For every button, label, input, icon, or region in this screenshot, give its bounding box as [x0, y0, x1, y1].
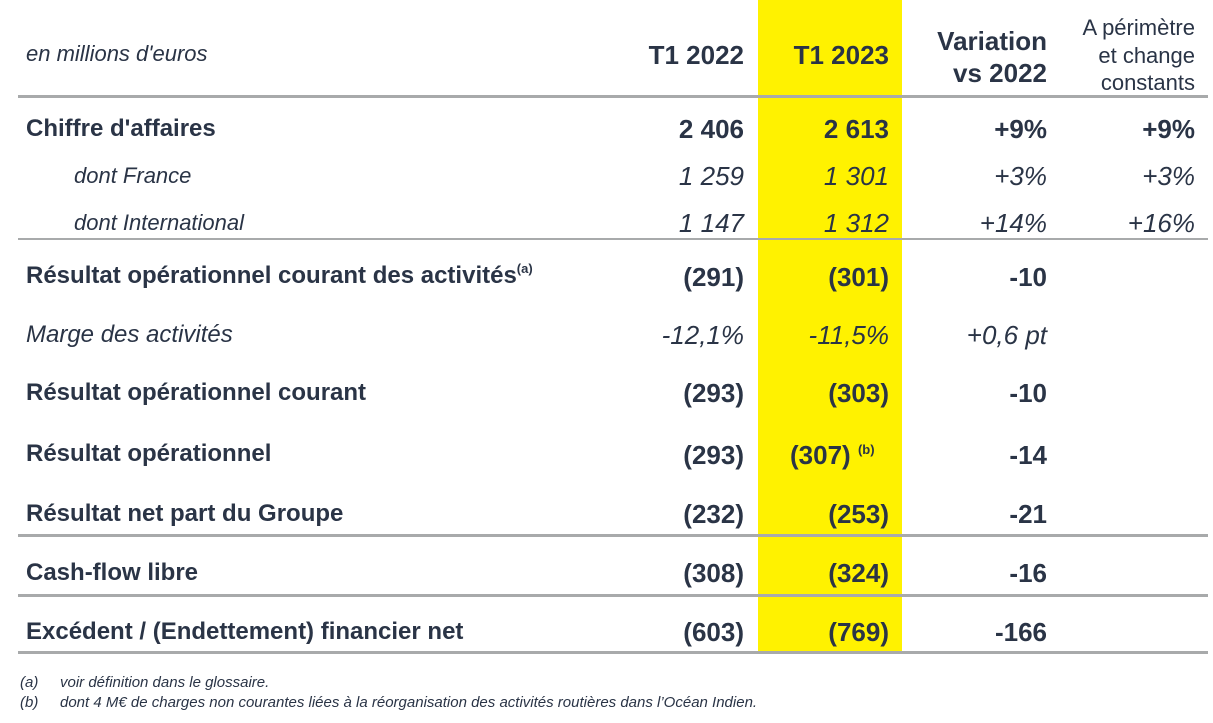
- row-label-resultat-net: Résultat net part du Groupe: [26, 500, 344, 527]
- rn-2022: (232): [683, 499, 744, 529]
- ro-2022: (293): [683, 440, 744, 470]
- rn-variation: -21: [1009, 499, 1047, 529]
- cfl-2023: (324): [828, 558, 889, 588]
- intl-variation: +14%: [979, 208, 1047, 238]
- footnote-b-mark: (b): [20, 694, 39, 711]
- divider-after-cash-flow: [18, 594, 1208, 597]
- divider-after-ca: [18, 238, 1208, 240]
- intl-2022: 1 147: [678, 208, 744, 238]
- t1-2023-highlight-column: [758, 0, 902, 651]
- header-t1-2022: T1 2022: [648, 40, 744, 70]
- row-label-chiffre-affaires: Chiffre d'affaires: [26, 115, 216, 142]
- france-2022: 1 259: [678, 161, 744, 191]
- row-label-france: dont France: [74, 163, 192, 188]
- ro-2023: (307) (b): [790, 440, 875, 470]
- ca-2022: 2 406: [678, 114, 744, 144]
- dette-2023: (769): [828, 617, 889, 647]
- rn-2023: (253): [828, 499, 889, 529]
- footnote-ref-b: (b): [857, 442, 875, 457]
- france-variation: +3%: [994, 161, 1047, 191]
- ro-variation: -14: [1009, 440, 1047, 470]
- footnote-a-text: voir définition dans le glossaire.: [60, 674, 270, 691]
- cfl-2022: (308): [683, 558, 744, 588]
- cfl-variation: -16: [1009, 558, 1047, 588]
- ca-constant: +9%: [1142, 114, 1195, 144]
- header-variation-line1: Variation: [937, 26, 1047, 56]
- marge-2023: -11,5%: [808, 320, 889, 350]
- intl-2023: 1 312: [823, 208, 889, 238]
- roca-2023: (301): [828, 262, 889, 292]
- header-constant-line1: A périmètre: [1082, 15, 1196, 40]
- dette-2022: (603): [683, 617, 744, 647]
- marge-variation: +0,6 pt: [966, 320, 1047, 350]
- table-bottom-divider: [18, 651, 1208, 654]
- header-divider: [18, 95, 1208, 98]
- ca-2023: 2 613: [823, 114, 889, 144]
- row-label-ro: Résultat opérationnel: [26, 440, 272, 467]
- ca-variation: +9%: [994, 114, 1047, 144]
- marge-2022: -12,1%: [661, 320, 744, 350]
- footnote-b-text: dont 4 M€ de charges non courantes liées…: [60, 694, 758, 711]
- footnote-ref-a: (a): [516, 261, 533, 276]
- roca-2022: (291): [683, 262, 744, 292]
- header-variation-line2: vs 2022: [953, 58, 1047, 88]
- row-label-endettement: Excédent / (Endettement) financier net: [26, 618, 464, 645]
- dette-variation: -166: [994, 617, 1047, 647]
- roc-2022: (293): [683, 378, 744, 408]
- row-label-cash-flow: Cash-flow libre: [26, 559, 199, 586]
- row-label-international: dont International: [74, 210, 245, 235]
- roca-variation: -10: [1009, 262, 1047, 292]
- header-constant-line3: constants: [1100, 70, 1195, 95]
- divider-after-resultat-net: [18, 534, 1208, 537]
- row-label-roc: Résultat opérationnel courant: [26, 379, 367, 406]
- row-label-marge: Marge des activités: [26, 321, 233, 348]
- footnote-a-mark: (a): [20, 674, 39, 691]
- unit-label: en millions d'euros: [26, 41, 208, 66]
- france-constant: +3%: [1142, 161, 1195, 191]
- row-label-roc-activites: Résultat opérationnel courant des activi…: [26, 261, 533, 289]
- roc-2023: (303): [828, 378, 889, 408]
- header-t1-2023: T1 2023: [793, 40, 889, 70]
- intl-constant: +16%: [1127, 208, 1195, 238]
- france-2023: 1 301: [823, 161, 889, 191]
- header-constant-line2: et change: [1098, 43, 1195, 68]
- roc-variation: -10: [1009, 378, 1047, 408]
